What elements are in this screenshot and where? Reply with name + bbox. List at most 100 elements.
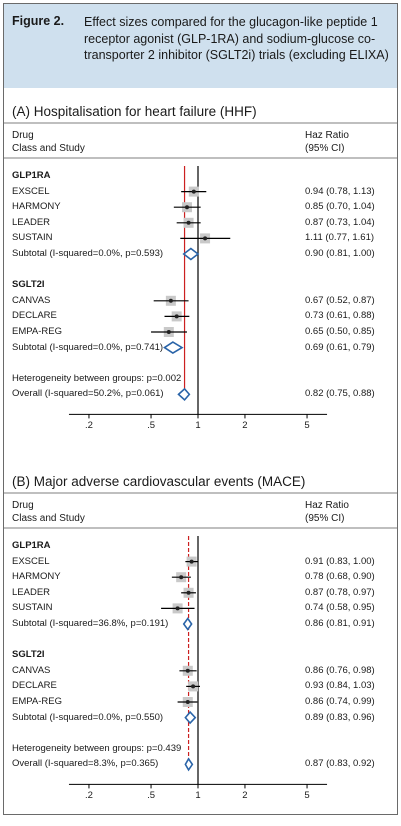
study-marker <box>186 681 201 692</box>
row-label: HARMONY <box>12 201 61 213</box>
hazard-ratio-ci-label: 0.86 (0.74, 0.99) <box>305 696 375 707</box>
study-marker <box>181 186 207 197</box>
study-marker <box>179 665 197 676</box>
figure-caption: Figure 2. Effect sizes compared for the … <box>4 4 397 88</box>
x-tick-label: .2 <box>84 790 93 802</box>
hazard-ratio-ci-label: 0.69 (0.61, 0.79) <box>305 341 375 353</box>
column-header-haz-ratio: Haz Ratio <box>305 500 349 511</box>
hazard-ratio-ci-label: 0.67 (0.52, 0.87) <box>305 294 375 306</box>
row-label: Overall (I-squared=50.2%, p=0.061) <box>12 388 164 400</box>
subtotal-diamond <box>163 341 184 355</box>
row-label: EXSCEL <box>12 555 50 567</box>
hazard-ratio-ci-label: 0.90 (0.81, 1.00) <box>305 248 375 259</box>
forest-plot-svg <box>4 492 397 789</box>
study-point-estimate <box>185 700 190 704</box>
hazard-ratio-ci-label: 0.86 (0.81, 0.91) <box>305 618 375 629</box>
study-point-estimate <box>179 575 184 580</box>
x-tick-label: .5 <box>147 790 155 802</box>
hazard-ratio-ci-label: 1.11 (0.77, 1.61) <box>305 232 375 244</box>
x-tick-label: 1 <box>195 420 201 432</box>
study-marker <box>185 556 198 567</box>
row-label: Subtotal (I-squared=0.0%, p=0.593) <box>12 248 164 259</box>
study-point-estimate <box>166 330 171 334</box>
study-point-estimate <box>185 668 190 673</box>
study-point-estimate <box>186 220 191 225</box>
row-label: EMPA-REG <box>12 326 62 337</box>
subtotal-diamond <box>182 247 200 261</box>
study-point-estimate <box>174 314 179 319</box>
figure-frame: Figure 2. Effect sizes compared for the … <box>3 3 398 815</box>
row-label: DECLARE <box>12 310 57 322</box>
study-marker <box>173 202 201 213</box>
study-point-estimate <box>191 189 196 194</box>
study-point-estimate <box>203 236 208 241</box>
overall-diamond <box>184 757 194 772</box>
subtotal-diamond <box>182 617 193 631</box>
forest-panel-hhf: (A) Hospitalisation for heart failure (H… <box>4 96 397 456</box>
hazard-ratio-ci-label: 0.65 (0.50, 0.85) <box>305 326 375 337</box>
row-label: HARMONY <box>12 571 61 583</box>
row-label: EMPA-REG <box>12 696 62 707</box>
column-header-ci: (95% CI) <box>305 513 345 524</box>
hazard-ratio-ci-label: 0.85 (0.70, 1.04) <box>305 201 375 213</box>
row-label: Subtotal (I-squared=0.0%, p=0.550) <box>12 711 164 723</box>
study-marker <box>161 603 195 614</box>
row-label: Overall (I-squared=8.3%, p=0.365) <box>12 758 159 770</box>
overall-diamond <box>177 387 191 402</box>
column-header-ci: (95% CI) <box>305 143 345 154</box>
hazard-ratio-ci-label: 0.91 (0.83, 1.00) <box>305 555 375 567</box>
x-tick-label: .5 <box>147 420 155 432</box>
x-tick-label: 2 <box>242 420 248 432</box>
hazard-ratio-ci-label: 0.78 (0.68, 0.90) <box>305 571 375 583</box>
row-label: SUSTAIN <box>12 232 53 244</box>
panel-title: (A) Hospitalisation for heart failure (H… <box>12 104 257 119</box>
row-label: EXSCEL <box>12 185 50 197</box>
study-marker <box>153 295 189 306</box>
group-label: GLP1RA <box>12 170 51 181</box>
panel-title: (B) Major adverse cardiovascular events … <box>12 474 306 489</box>
x-tick-label: 5 <box>304 420 310 432</box>
group-label: GLP1RA <box>12 540 51 551</box>
row-label: Subtotal (I-squared=0.0%, p=0.741) <box>12 341 164 353</box>
study-marker <box>176 217 201 228</box>
study-marker <box>180 233 231 244</box>
forest-panel-mace: (B) Major adverse cardiovascular events … <box>4 466 397 826</box>
study-marker <box>171 572 191 583</box>
subtotal-diamond <box>184 710 197 725</box>
hazard-ratio-ci-label: 0.87 (0.83, 0.92) <box>305 758 375 770</box>
study-marker <box>177 697 198 707</box>
hazard-ratio-ci-label: 0.73 (0.61, 0.88) <box>305 310 375 322</box>
study-point-estimate <box>175 606 180 611</box>
column-header-class-study: Class and Study <box>12 143 85 154</box>
column-header-haz-ratio: Haz Ratio <box>305 130 349 141</box>
study-point-estimate <box>191 684 196 689</box>
column-header-class-study: Class and Study <box>12 513 85 524</box>
study-marker <box>151 327 187 337</box>
hazard-ratio-ci-label: 0.86 (0.76, 0.98) <box>305 664 375 676</box>
study-marker <box>181 587 196 598</box>
study-point-estimate <box>168 298 173 303</box>
study-point-estimate <box>186 590 191 595</box>
heterogeneity-note: Heterogeneity between groups: p=0.439 <box>12 742 182 754</box>
forest-plot-svg <box>4 122 397 419</box>
row-label: DECLARE <box>12 680 57 692</box>
hazard-ratio-ci-label: 0.94 (0.78, 1.13) <box>305 185 375 197</box>
row-label: LEADER <box>12 586 51 598</box>
hazard-ratio-ci-label: 0.93 (0.84, 1.03) <box>305 680 375 692</box>
group-label: SGLT2I <box>12 649 45 661</box>
figure-caption-text: Effect sizes compared for the glucagon-l… <box>84 15 389 62</box>
hazard-ratio-ci-label: 0.87 (0.73, 1.04) <box>305 216 375 228</box>
hazard-ratio-ci-label: 0.74 (0.58, 0.95) <box>305 602 375 614</box>
column-header-drug: Drug <box>12 130 34 141</box>
hazard-ratio-ci-label: 0.82 (0.75, 0.88) <box>305 388 375 400</box>
heterogeneity-note: Heterogeneity between groups: p=0.002 <box>12 372 182 384</box>
x-tick-label: 1 <box>195 790 201 802</box>
x-tick-label: 5 <box>304 790 310 802</box>
row-label: Subtotal (I-squared=36.8%, p=0.191) <box>12 618 169 629</box>
row-label: CANVAS <box>12 664 51 676</box>
hazard-ratio-ci-label: 0.89 (0.83, 0.96) <box>305 711 375 723</box>
study-marker <box>164 311 190 322</box>
x-tick-label: .2 <box>84 420 93 432</box>
study-point-estimate <box>184 205 189 210</box>
hazard-ratio-ci-label: 0.87 (0.78, 0.97) <box>305 586 375 598</box>
